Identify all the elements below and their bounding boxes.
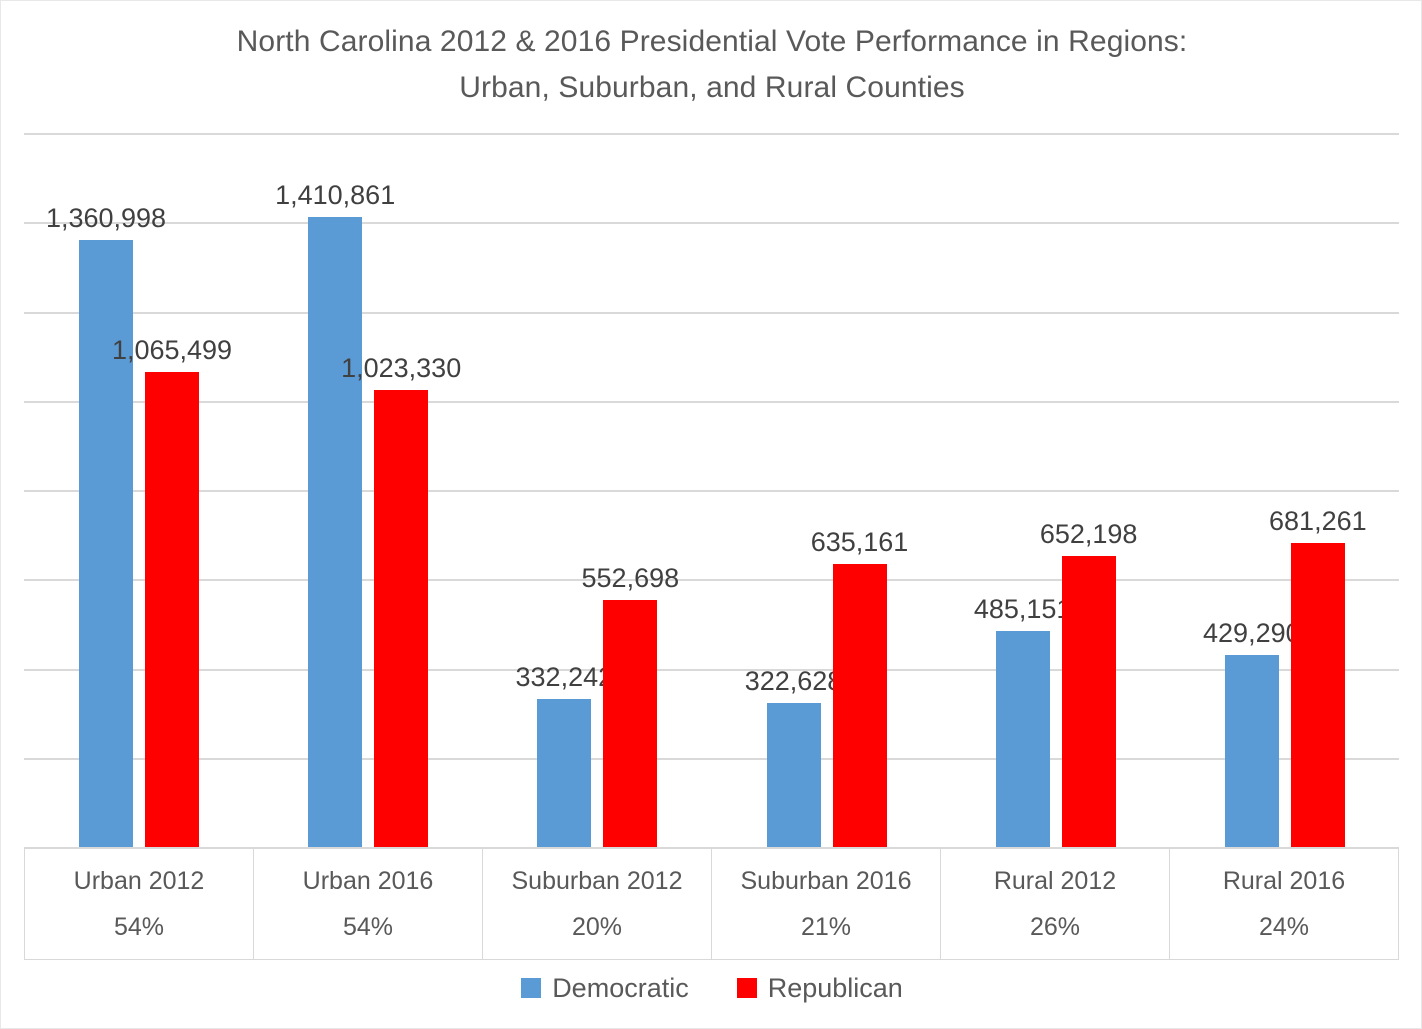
legend-label: Republican [767, 973, 903, 1003]
category-percent: 20% [571, 913, 623, 941]
category-cell: Rural 2016 24% [1170, 849, 1398, 959]
bar-value-label-rep: 552,698 [581, 563, 680, 594]
category-cell: Rural 2012 26% [941, 849, 1170, 959]
category-name: Suburban 2016 [740, 867, 912, 895]
bar-value-label-dem: 485,151 [973, 593, 1072, 624]
bar-value-label-rep: 1,065,499 [111, 334, 233, 365]
bar-value-label-dem: 429,290 [1203, 618, 1301, 649]
bar-group: 1,410,861 1,023,330 [253, 133, 482, 847]
category-name: Rural 2012 [993, 867, 1117, 895]
bar-rep[interactable] [1061, 555, 1116, 847]
bar-rep[interactable] [603, 600, 658, 847]
bar-dem[interactable] [79, 239, 133, 847]
chart-legend: Democratic Republican [1, 973, 1421, 1003]
bar-value-label-rep: 681,261 [1269, 506, 1367, 536]
gridline [24, 757, 1399, 760]
legend-label: Democratic [552, 973, 689, 1003]
category-name: Urban 2016 [302, 867, 434, 895]
bar-value-label-dem: 1,410,861 [275, 180, 396, 211]
category-name: Suburban 2012 [511, 867, 683, 895]
bar-rep[interactable] [832, 563, 887, 847]
bar-group: 429,290 681,261 [1170, 133, 1399, 847]
bar-group: 322,628 635,161 [712, 133, 941, 847]
bar-dem[interactable] [308, 217, 363, 847]
category-cell: Urban 2012 54% [25, 849, 254, 959]
bar-group: 332,242 552,698 [482, 133, 711, 847]
bar-dem[interactable] [1224, 655, 1279, 847]
gridline [24, 668, 1399, 671]
bar-value-label-dem: 1,360,998 [45, 202, 167, 233]
category-name: Rural 2016 [1222, 867, 1346, 895]
category-percent: 21% [800, 913, 852, 941]
category-percent: 54% [342, 913, 394, 941]
gridline [24, 222, 1399, 225]
category-cell: Suburban 2012 20% [483, 849, 712, 959]
category-percent: 26% [1029, 913, 1081, 941]
bar-value-label-rep: 635,161 [810, 526, 909, 557]
bar-dem[interactable] [537, 698, 592, 847]
gridline [24, 133, 1399, 135]
legend-swatch-icon [521, 978, 542, 998]
category-name: Urban 2012 [73, 867, 205, 895]
bar-dem[interactable] [995, 630, 1050, 847]
gridline [24, 311, 1399, 314]
bar-group: 485,151 652,198 [941, 133, 1170, 847]
bar-rep[interactable] [145, 371, 199, 847]
category-cell: Suburban 2016 21% [712, 849, 941, 959]
category-percent: 24% [1258, 913, 1310, 941]
bar-value-label-dem: 332,242 [515, 661, 614, 692]
legend-item[interactable]: Democratic [521, 973, 689, 1003]
gridline [24, 490, 1399, 492]
category-axis-table: Urban 2012 54% Urban 2016 54% Suburban 2012 2… [24, 848, 1399, 960]
category-cell: Urban 2016 54% [254, 849, 483, 959]
gridline [24, 400, 1399, 403]
bar-value-label-dem: 322,628 [744, 666, 843, 697]
bar-rep[interactable] [374, 390, 429, 847]
legend-swatch-icon [736, 978, 757, 998]
bar-rep[interactable] [1290, 543, 1345, 847]
bar-group: 1,360,998 1,065,499 [24, 133, 253, 847]
legend-item[interactable]: Republican [736, 973, 903, 1003]
bar-value-label-rep: 1,023,330 [341, 353, 462, 384]
category-percent: 54% [113, 913, 165, 941]
gridline [24, 579, 1399, 582]
bar-value-label-rep: 652,198 [1039, 518, 1138, 549]
chart-title: North Carolina 2012 & 2016 Presidential … [236, 25, 1188, 104]
plot-area: 1,360,998 1,065,499 1,410,861 1,023,330 332,… [24, 133, 1399, 849]
bar-dem[interactable] [766, 703, 821, 847]
